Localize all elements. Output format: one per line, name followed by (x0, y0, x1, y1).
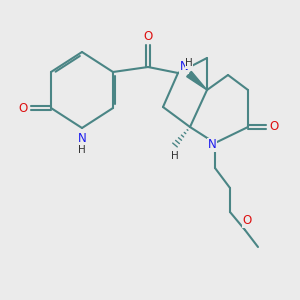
Text: O: O (242, 214, 252, 227)
Text: N: N (78, 131, 86, 145)
Text: H: H (78, 145, 86, 155)
Text: O: O (18, 101, 28, 115)
Text: N: N (180, 61, 188, 74)
Polygon shape (187, 71, 207, 90)
Text: O: O (143, 29, 153, 43)
Text: O: O (269, 121, 279, 134)
Text: H: H (171, 151, 179, 161)
Text: H: H (185, 58, 193, 68)
Text: N: N (208, 139, 216, 152)
